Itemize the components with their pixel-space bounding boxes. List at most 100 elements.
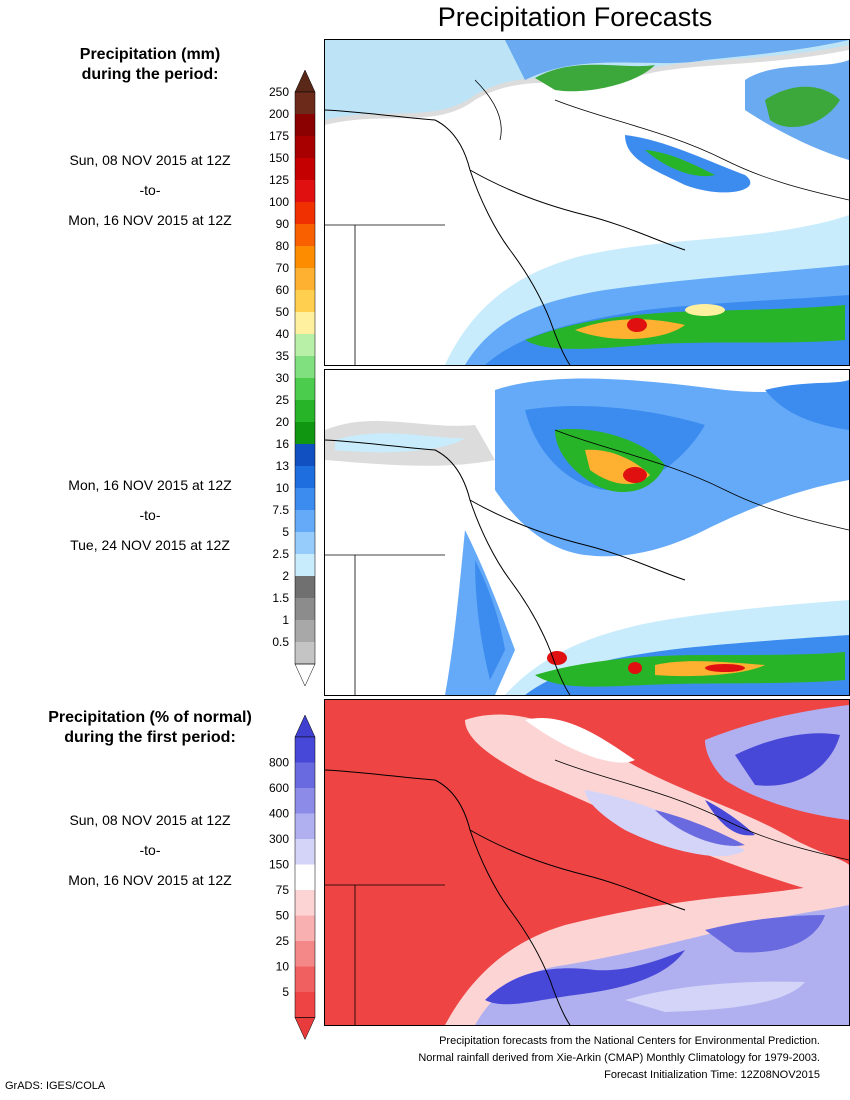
percent-bar-cell <box>295 813 315 839</box>
precip-bar-tick-label: 0.5 <box>272 635 289 649</box>
precip-bar-tick-label: 7.5 <box>272 503 289 517</box>
footer-line-3: Forecast Initialization Time: 12Z08NOV20… <box>604 1069 820 1081</box>
precip-bar-cell <box>295 400 315 422</box>
precip-bar-tick-label: 250 <box>269 85 289 99</box>
precip-bar-tick-label: 13 <box>276 459 290 473</box>
precip-bar-cell <box>295 576 315 598</box>
percent-bar-tick-label: 150 <box>269 858 289 872</box>
percent-bar-cell <box>295 890 315 916</box>
precip-heading-line2: during the period: <box>81 66 219 83</box>
period-2: Mon, 16 NOV 2015 at 12Z -to- Tue, 24 NOV… <box>20 470 280 560</box>
precip-bar-tick-label: 16 <box>276 437 290 451</box>
precip-bar-tick-label: 80 <box>276 239 290 253</box>
precip-bar-tick-label: 60 <box>276 283 290 297</box>
percent-bar-outline <box>294 736 316 1018</box>
precip-bar-tick-label: 1 <box>282 613 289 627</box>
percent-bar-tick-label: 800 <box>269 756 289 770</box>
percent-bar-cell <box>295 992 315 1018</box>
percent-bar-tick-label: 300 <box>269 832 289 846</box>
percent-colorbar-svg: 800 600 400 300 150 75 50 25 10 5 <box>269 714 316 1041</box>
precip-bar-tick-label: 10 <box>276 481 290 495</box>
precip-bar-cell <box>295 268 315 290</box>
percent-bar-tick-label: 400 <box>269 807 289 821</box>
precip-heading-line1: Precipitation (mm) <box>79 46 221 63</box>
percent-bar-cell <box>295 737 315 763</box>
period-3-sep: -to- <box>139 842 161 858</box>
precip-bar-cell <box>295 224 315 246</box>
precip-bar-cell <box>295 620 315 642</box>
precip-bar-cell <box>295 422 315 444</box>
precip-colorbar-svg: 2502001751501251009080706050403530252016… <box>269 69 316 687</box>
percent-bar-tick-label: 600 <box>269 781 289 795</box>
percent-bar-tick-label: 25 <box>276 934 290 948</box>
precip-bar-cell <box>295 312 315 334</box>
precip-bar-cell <box>295 334 315 356</box>
precip-bar-tick-label: 125 <box>269 173 289 187</box>
footer-line-1: Precipitation forecasts from the Nationa… <box>439 1035 820 1047</box>
precip-bar-cell <box>295 290 315 312</box>
precip-bar-cell <box>295 92 315 114</box>
map-panel-2 <box>324 369 850 696</box>
precip-bar-tick-label: 200 <box>269 107 289 121</box>
period-3: Sun, 08 NOV 2015 at 12Z -to- Mon, 16 NOV… <box>20 805 280 895</box>
precip-bar-tick-label: 1.5 <box>272 591 289 605</box>
percent-bar-top-cap <box>294 714 316 738</box>
precip-colorbar: 250 200 175 150 125 100 90 80 70 60 50 40 35 30 25 20 16… <box>269 69 325 687</box>
percent-bar-cell <box>295 762 315 788</box>
percent-colorbar: 800 600 400 300 150 75 50 25 10 5 <box>269 714 325 1041</box>
precip-bar-cell <box>295 180 315 202</box>
period-1-start: Sun, 08 NOV 2015 at 12Z <box>69 152 231 168</box>
precip-bar-cell <box>295 598 315 620</box>
percent-heading-line2: during the first period: <box>64 729 236 746</box>
precip-bar-cell <box>295 136 315 158</box>
percent-bar-tick-label: 10 <box>276 960 290 974</box>
precip-bar-bottom-cap <box>294 663 316 687</box>
precip-bar-cell <box>295 114 315 136</box>
period-3-start: Sun, 08 NOV 2015 at 12Z <box>69 812 231 828</box>
percent-bar-cell <box>295 941 315 967</box>
precip-bar-cell <box>295 202 315 224</box>
percent-heading-line1: Precipitation (% of normal) <box>48 709 252 726</box>
percent-bar-tick-label: 50 <box>276 909 290 923</box>
map-panel-3 <box>324 699 850 1026</box>
period-2-sep: -to- <box>139 507 161 523</box>
period-1: Sun, 08 NOV 2015 at 12Z -to- Mon, 16 NOV… <box>20 145 280 235</box>
precip-bar-tick-label: 50 <box>276 305 290 319</box>
percent-bar-cell <box>295 864 315 890</box>
precip-bar-tick-label: 5 <box>282 525 289 539</box>
precip-bar-tick-label: 35 <box>276 349 290 363</box>
precip-bar-cell <box>295 642 315 664</box>
precip-bar-cell <box>295 532 315 554</box>
precip-bar-cell <box>295 444 315 466</box>
period-3-end: Mon, 16 NOV 2015 at 12Z <box>68 872 232 888</box>
footer-line-2: Normal rainfall derived from Xie-Arkin (… <box>418 1052 820 1064</box>
precip-bar-tick-label: 100 <box>269 195 289 209</box>
precip-bar-tick-label: 150 <box>269 151 289 165</box>
percent-bar-cell <box>295 915 315 941</box>
precip-heading: Precipitation (mm) during the period: <box>20 45 280 85</box>
precip-bar-tick-label: 25 <box>276 393 290 407</box>
precip-bar-cell <box>295 510 315 532</box>
percent-bar-tick-label: 75 <box>276 883 290 897</box>
percent-heading: Precipitation (% of normal) during the f… <box>20 708 280 748</box>
grads-credit: GrADS: IGES/COLA <box>5 1080 106 1092</box>
footer-notes: Precipitation forecasts from the Nationa… <box>300 1033 820 1084</box>
precip-bar-tick-label: 20 <box>276 415 290 429</box>
period-2-start: Mon, 16 NOV 2015 at 12Z <box>68 477 232 493</box>
percent-bar-tick-label: 5 <box>282 985 289 999</box>
precip-bar-tick-label: 70 <box>276 261 290 275</box>
precip-bar-cell <box>295 246 315 268</box>
precip-bar-cell <box>295 488 315 510</box>
precip-bar-tick-label: 30 <box>276 371 290 385</box>
precip-bar-cell <box>295 158 315 180</box>
percent-bar-cell <box>295 966 315 992</box>
page-title: Precipitation Forecasts <box>437 2 713 32</box>
precip-bar-tick-label: 40 <box>276 327 290 341</box>
period-1-end: Mon, 16 NOV 2015 at 12Z <box>68 212 232 228</box>
precip-bar-tick-label: 2.5 <box>272 547 289 561</box>
precip-bar-tick-label: 2 <box>282 569 289 583</box>
map-2-svg <box>325 370 849 695</box>
precip-bar-outline <box>294 91 316 665</box>
precip-bar-top-cap <box>294 69 316 93</box>
precip-bar-cell <box>295 378 315 400</box>
